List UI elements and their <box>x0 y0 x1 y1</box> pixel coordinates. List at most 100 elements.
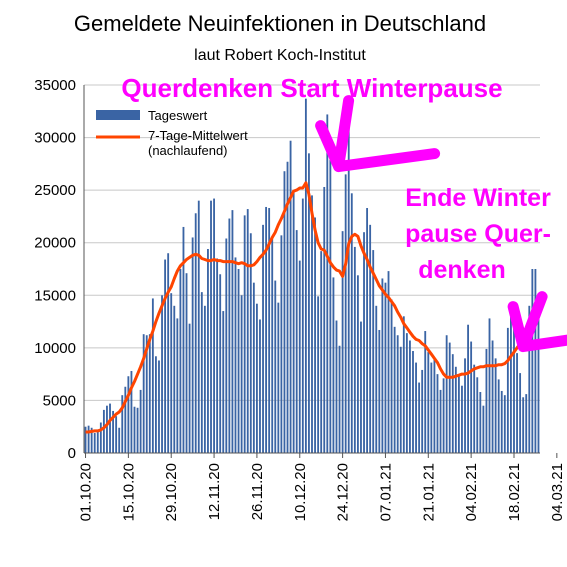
bar <box>314 217 316 453</box>
bar <box>366 208 369 453</box>
bar <box>344 174 347 453</box>
axes <box>83 85 540 454</box>
bar <box>96 429 99 453</box>
bar <box>222 311 225 453</box>
bar <box>427 352 430 453</box>
y-tick-label: 15000 <box>34 287 76 304</box>
bar <box>308 153 310 454</box>
annotation-arrow-end <box>507 291 567 353</box>
bar <box>424 331 427 453</box>
bar <box>335 320 338 453</box>
y-tick-label: 35000 <box>34 77 76 94</box>
bar <box>225 238 228 453</box>
bar <box>283 171 286 453</box>
bar <box>494 358 497 453</box>
x-tick-label: 04.03.21 <box>549 463 566 521</box>
bar <box>338 345 341 453</box>
bar <box>399 346 402 453</box>
bar <box>286 161 289 454</box>
bar <box>430 362 433 453</box>
annotation-ende-winterpause: Ende Winter pause Quer-denken <box>405 184 551 284</box>
bar <box>360 321 362 453</box>
bar <box>461 385 463 453</box>
bar <box>231 210 234 453</box>
bar <box>350 193 353 453</box>
bar <box>513 325 515 453</box>
bar <box>170 293 173 453</box>
bar <box>531 269 534 453</box>
y-tick-label: 0 <box>68 445 76 462</box>
bar <box>464 358 466 453</box>
y-tick-label: 25000 <box>34 182 76 199</box>
bar <box>158 360 160 453</box>
bar <box>442 378 445 453</box>
bar <box>124 386 127 453</box>
bar <box>188 323 191 453</box>
legend: Tageswert 7-Tage-Mittelwert (nachlaufend) <box>96 108 248 158</box>
y-tick-label: 20000 <box>34 235 76 252</box>
bar <box>421 369 424 453</box>
bar <box>396 335 399 453</box>
bar <box>109 403 111 453</box>
bar <box>356 275 359 453</box>
bar <box>182 226 185 453</box>
annotations: Querdenken Start Winterpause Ende Winter p… <box>121 73 567 353</box>
bar <box>332 277 335 453</box>
bar <box>409 340 411 453</box>
bar <box>485 348 488 453</box>
bar <box>145 335 148 453</box>
bar <box>280 235 283 453</box>
x-tick-label: 29.10.20 <box>163 463 180 521</box>
bar <box>372 250 375 453</box>
annotation-arrow-start <box>315 95 441 173</box>
bar <box>243 215 246 453</box>
bar <box>528 305 531 453</box>
bar <box>262 224 264 453</box>
bar <box>347 118 350 453</box>
bar <box>479 392 482 453</box>
bar <box>537 316 540 453</box>
x-tick-label: 01.10.20 <box>78 463 95 521</box>
x-tick-label: 26.11.20 <box>249 463 266 520</box>
bar <box>191 237 194 453</box>
bar <box>522 397 525 453</box>
bar <box>197 200 200 453</box>
bar <box>378 329 381 453</box>
bar <box>393 326 396 453</box>
bar <box>130 370 133 453</box>
bar <box>329 159 332 453</box>
bar <box>451 354 454 453</box>
bar <box>289 140 292 453</box>
bar <box>454 366 457 453</box>
bar <box>317 296 320 453</box>
bar <box>436 374 439 453</box>
bar <box>246 209 249 453</box>
bar <box>210 200 212 453</box>
bar <box>271 238 274 453</box>
bar <box>320 251 323 453</box>
bar <box>259 319 261 453</box>
bar <box>255 303 258 453</box>
bar <box>482 405 485 453</box>
bar <box>249 233 252 453</box>
bar <box>467 324 469 453</box>
bar <box>415 362 417 453</box>
legend-label-bar: Tageswert <box>148 108 208 123</box>
bar <box>363 232 365 453</box>
bar <box>228 218 231 453</box>
bar <box>412 351 414 453</box>
bar <box>200 292 203 453</box>
bar <box>519 373 522 453</box>
bar <box>234 257 237 453</box>
bar <box>237 269 240 453</box>
bar <box>203 305 206 453</box>
bar <box>274 280 277 453</box>
bar <box>118 427 121 453</box>
bar <box>176 318 179 453</box>
bar <box>173 305 176 453</box>
bar <box>500 390 503 453</box>
y-tick-label: 10000 <box>34 340 76 357</box>
bar <box>93 433 96 453</box>
bar <box>375 305 378 453</box>
bar <box>127 376 130 453</box>
